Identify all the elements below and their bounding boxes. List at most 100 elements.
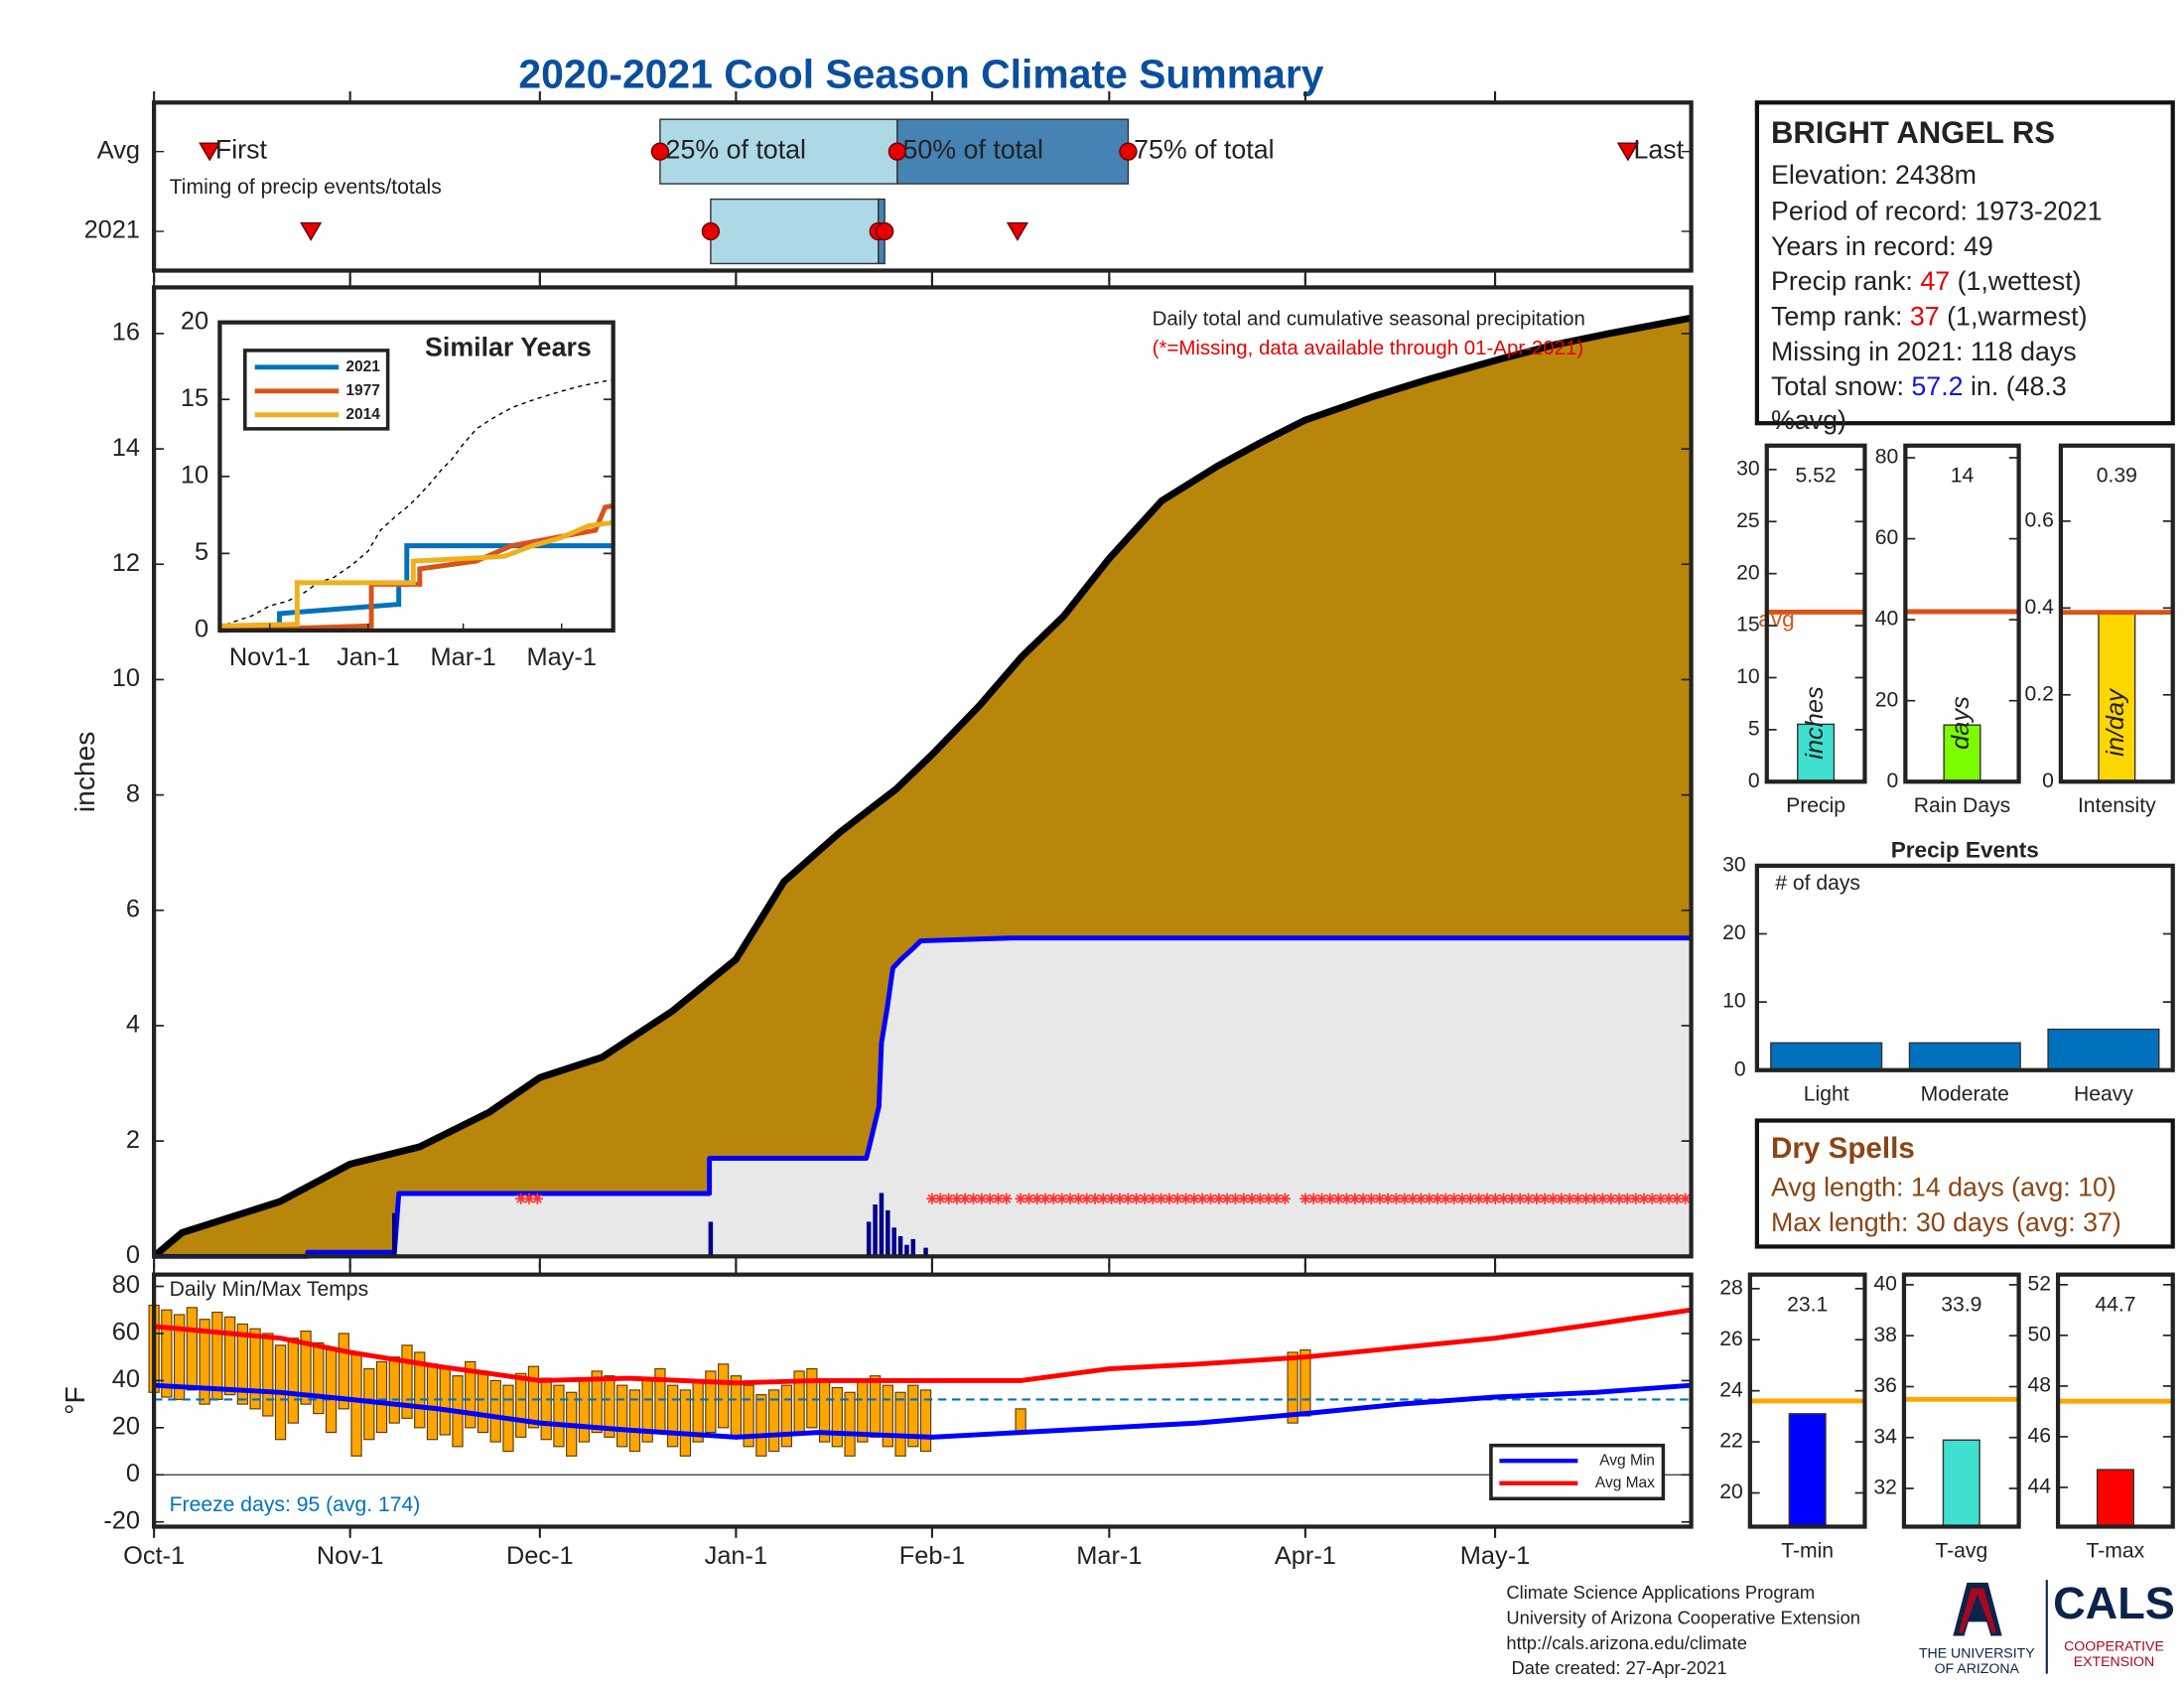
category-label: Precip	[1786, 794, 1845, 817]
temp-range-bar	[287, 1337, 299, 1424]
y-tick-label: 4	[126, 1011, 140, 1039]
quartile-marker	[875, 221, 894, 241]
category-label: Intensity	[2078, 794, 2156, 817]
y-tick-label: 10	[1722, 990, 1746, 1013]
temp-range-bar	[465, 1360, 477, 1429]
temp-range-bar	[604, 1375, 615, 1438]
y-tick-label: 0	[1887, 770, 1899, 792]
dry-spells-line: Max length: 30 days (avg: 37)	[1771, 1207, 2121, 1237]
missing-star	[1432, 1193, 1443, 1204]
legend-label: 1977	[345, 382, 379, 399]
temp-range-bar	[616, 1384, 628, 1448]
temp-range-bar	[894, 1391, 906, 1457]
temp-range-bar	[236, 1323, 248, 1405]
y-tick-label: 30	[1736, 457, 1760, 480]
temp-range-bar	[705, 1370, 717, 1434]
legend-label: Avg Max	[1595, 1475, 1655, 1491]
y-tick-label: 20	[1719, 1480, 1743, 1503]
missing-star	[992, 1193, 1005, 1204]
missing-star	[1315, 1193, 1328, 1204]
y-tick-label: 26	[1719, 1328, 1743, 1350]
daily-precip-bar	[897, 1235, 903, 1257]
x-tick-label: Light	[1804, 1083, 1849, 1106]
info-label: Total snow:	[1771, 371, 1904, 401]
bar	[1943, 724, 1981, 782]
missing-star	[1415, 1193, 1428, 1204]
missing-star	[1089, 1193, 1101, 1204]
axes-frame	[1754, 863, 2175, 1072]
temp-range-bar	[869, 1375, 882, 1438]
temp-range-bar	[882, 1384, 893, 1448]
bar	[1908, 1042, 2021, 1071]
x-tick-label: Mar-1	[431, 643, 496, 671]
dry-spells-title: Dry Spells	[1771, 1132, 1915, 1165]
missing-star	[1556, 1193, 1568, 1204]
legend-label: 2014	[345, 406, 380, 423]
missing-star	[1605, 1193, 1617, 1204]
x-tick-label: Mar-1	[1076, 1542, 1142, 1570]
legend-label: Avg Min	[1599, 1452, 1655, 1469]
cumulative-area	[154, 937, 1692, 1257]
axes-frame	[152, 285, 1694, 1259]
bar	[1942, 1439, 1980, 1528]
missing-star	[959, 1193, 971, 1204]
temp-range-bar	[161, 1309, 173, 1398]
y-tick-label: 2	[126, 1126, 140, 1154]
bar	[1788, 1413, 1827, 1528]
missing-star	[1221, 1193, 1233, 1204]
missing-star	[1229, 1193, 1242, 1204]
y-tick-label: 8	[126, 779, 140, 807]
daily-precip-bar	[392, 1212, 397, 1257]
missing-star	[1679, 1193, 1692, 1204]
timing-label: 75% of total	[1134, 135, 1274, 165]
bar	[1770, 1042, 1883, 1071]
missing-star	[1122, 1193, 1134, 1204]
temp-range-bar	[578, 1379, 591, 1443]
axes-frame	[152, 100, 1694, 273]
axes-frame	[217, 320, 615, 633]
missing-star	[1464, 1193, 1476, 1204]
cumulative-line	[151, 314, 1693, 1260]
missing-star	[1506, 1193, 1518, 1204]
y-tick-label: 0	[1748, 770, 1760, 792]
logo-text: OF ARIZONA	[1935, 1660, 2020, 1676]
y-tick-label: 5	[195, 538, 208, 566]
missing-star	[1547, 1193, 1560, 1204]
y-tick-label: 6	[126, 895, 140, 922]
y-tick-label: 0	[126, 1460, 140, 1487]
x-tick-label: Oct-1	[123, 1542, 185, 1570]
temp-range-bar	[1015, 1408, 1026, 1434]
axes-frame	[2058, 443, 2175, 784]
missing-markers	[1299, 1193, 1692, 1204]
info-line: Period of record: 1973-2021	[1771, 197, 2103, 226]
missing-star	[1171, 1193, 1183, 1204]
y-tick-label: 40	[112, 1365, 140, 1393]
x-tick-label: Nov1-1	[229, 643, 311, 671]
daily-precip-bar	[708, 1221, 714, 1257]
missing-note: (*=Missing, data available through 01-Ap…	[1153, 337, 1584, 359]
missing-star	[1056, 1193, 1068, 1204]
y-tick-label: 34	[1873, 1425, 1897, 1448]
daily-precip-bar	[873, 1204, 878, 1257]
daily-precip-bar	[866, 1221, 872, 1257]
logo-text: EXTENSION	[2074, 1653, 2154, 1669]
missing-star	[1015, 1193, 1026, 1204]
missing-star	[1571, 1193, 1584, 1204]
y-tick-label: 60	[1875, 526, 1899, 549]
temp-range-bar	[919, 1389, 932, 1453]
missing-star	[1213, 1193, 1225, 1204]
temp-range-bar	[527, 1365, 540, 1429]
temp-range-bar	[300, 1331, 312, 1405]
temp-range-bar	[628, 1389, 641, 1453]
avg-label: avg	[1758, 607, 1794, 632]
missing-star	[1279, 1193, 1292, 1204]
temp-range-bar	[515, 1372, 527, 1438]
missing-star	[1638, 1193, 1650, 1204]
bar	[2098, 611, 2136, 782]
missing-star	[1263, 1193, 1275, 1204]
missing-star	[1580, 1193, 1592, 1204]
missing-star	[1531, 1193, 1543, 1204]
bar	[2047, 1028, 2160, 1071]
chart-title: Precip Events	[1891, 838, 2039, 863]
